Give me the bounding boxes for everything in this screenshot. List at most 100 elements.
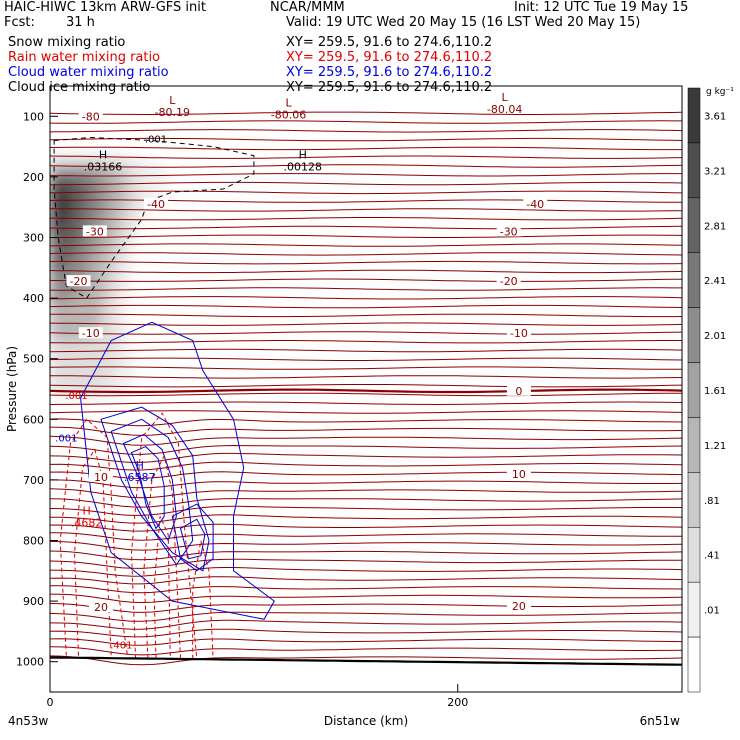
temperature-contour <box>50 366 682 370</box>
x-axis-label: Distance (km) <box>324 714 408 728</box>
temperature-contour-label: -40 <box>526 198 544 211</box>
extremum-value: .4682 <box>71 516 103 529</box>
temperature-contour <box>50 260 682 265</box>
temperature-contour <box>50 252 682 256</box>
temperature-label-bg <box>78 110 103 122</box>
temperature-label-bg <box>506 599 531 611</box>
y-axis-label: Pressure (hPa) <box>5 346 19 432</box>
temperature-contour-label: -20 <box>70 275 88 288</box>
contour-value-label: .401 <box>110 641 132 652</box>
temperature-contour <box>50 435 682 446</box>
extremum-marker: L <box>502 91 509 104</box>
temperature-contour <box>50 392 682 397</box>
cloud-water-contour <box>130 446 165 530</box>
forecast-label: Fcst: <box>4 15 35 30</box>
temperature-contour <box>50 164 682 168</box>
x-tick-label: 0 <box>47 696 54 709</box>
rain-water-contour <box>73 448 112 656</box>
temperature-contour-label: 0 <box>515 385 522 398</box>
rain-water-contour <box>130 412 198 659</box>
temperature-contour-label: -30 <box>86 225 104 238</box>
temperature-contour <box>50 313 682 318</box>
colorbar-swatch <box>687 636 701 693</box>
temperature-contour <box>50 234 682 238</box>
temperature-contour <box>50 619 682 630</box>
field-xy-cloud-water: XY= 259.5, 91.6 to 274.6,110.2 <box>286 65 493 80</box>
extremum-marker: H <box>136 459 144 472</box>
ice-shade-level <box>50 183 73 238</box>
colorbar-swatch <box>687 87 701 144</box>
temperature-contour <box>50 208 682 212</box>
contour-value-label: .001 <box>145 135 167 146</box>
temperature-contour <box>50 576 682 585</box>
temperature-contour <box>50 225 682 230</box>
temperature-contour <box>50 540 682 551</box>
cloud-water-contour <box>171 503 214 572</box>
temperature-contour <box>50 137 682 142</box>
temperature-contour <box>50 567 682 577</box>
temperature-contour <box>50 498 682 508</box>
contour-value-label: .001 <box>65 391 87 402</box>
colorbar-tick-label: 3.61 <box>704 111 726 122</box>
field-xy-cloud-ice: XY= 259.5, 91.6 to 274.6,110.2 <box>286 80 493 95</box>
model-title: HAIC-HIWC 13km ARW-GFS init <box>4 0 206 15</box>
init-time: Init: 12 UTC Tue 19 May 15 <box>514 0 689 15</box>
temperature-label-bg <box>496 275 521 287</box>
rain-water-contour <box>59 418 128 656</box>
cloud-water-contour <box>179 518 206 560</box>
temperature-contour <box>50 217 682 221</box>
temperature-contour <box>50 655 682 666</box>
temperature-label-bg <box>506 327 531 339</box>
extremum-value: .6587 <box>124 471 156 484</box>
temperature-contour <box>50 146 682 151</box>
temperature-contour <box>50 155 682 159</box>
temperature-label-bg <box>144 198 169 210</box>
extremum-value: -80.04 <box>487 103 522 116</box>
colorbar-tick-label: 1.61 <box>704 386 726 397</box>
extremum-value: .03166 <box>84 161 123 174</box>
extremum-marker: L <box>285 96 292 109</box>
temperature-contour-label: -20 <box>500 275 518 288</box>
colorbar-tick-label: 2.81 <box>704 221 726 232</box>
temperature-contour <box>50 111 682 115</box>
colorbar-tick-label: 2.41 <box>704 276 726 287</box>
extremum-marker: H <box>99 149 107 162</box>
surface-line <box>50 656 682 666</box>
temperature-contour-label: 10 <box>512 468 526 481</box>
temperature-contour-label: 10 <box>94 471 108 484</box>
x-tick-label: 200 <box>447 696 468 709</box>
temperature-label-bg <box>66 275 91 287</box>
temperature-contour <box>50 505 682 516</box>
temperature-contour <box>50 444 682 455</box>
colorbar-tick-label: .41 <box>704 551 720 562</box>
plot-body <box>50 111 682 666</box>
y-tick-label: 800 <box>23 535 44 548</box>
extremum-value: .00128 <box>284 161 323 174</box>
temperature-contour-label: -80 <box>82 110 100 123</box>
temperature-contour <box>50 357 682 361</box>
colorbar-tick-label: 2.01 <box>704 331 726 342</box>
temperature-contour <box>50 384 682 388</box>
field-xy-rain: XY= 259.5, 91.6 to 274.6,110.2 <box>286 50 493 65</box>
colorbar-tick-label: .81 <box>704 496 720 507</box>
cloud-water-contour <box>80 321 275 620</box>
y-tick-label: 900 <box>23 595 44 608</box>
temperature-contour <box>50 479 682 489</box>
temperature-contour <box>50 348 682 353</box>
cloud-ice-contour <box>53 136 255 299</box>
temperature-label-bg <box>82 225 107 237</box>
field-name-cloud-ice: Cloud ice mixing ratio <box>8 80 151 95</box>
temperature-contour-label: -10 <box>82 327 100 340</box>
temperature-contour <box>50 120 682 124</box>
y-tick-label: 500 <box>23 353 44 366</box>
colorbar-swatch <box>687 581 701 638</box>
temperature-contour <box>50 532 682 541</box>
temperature-contour <box>50 585 682 594</box>
field-name-cloud-water: Cloud water mixing ratio <box>8 65 169 80</box>
plot-frame <box>49 85 683 693</box>
temperature-contour <box>50 628 682 638</box>
temperature-contour-label: 20 <box>512 600 526 613</box>
y-tick-label: 600 <box>23 413 44 426</box>
temperature-label-bg <box>88 470 113 482</box>
